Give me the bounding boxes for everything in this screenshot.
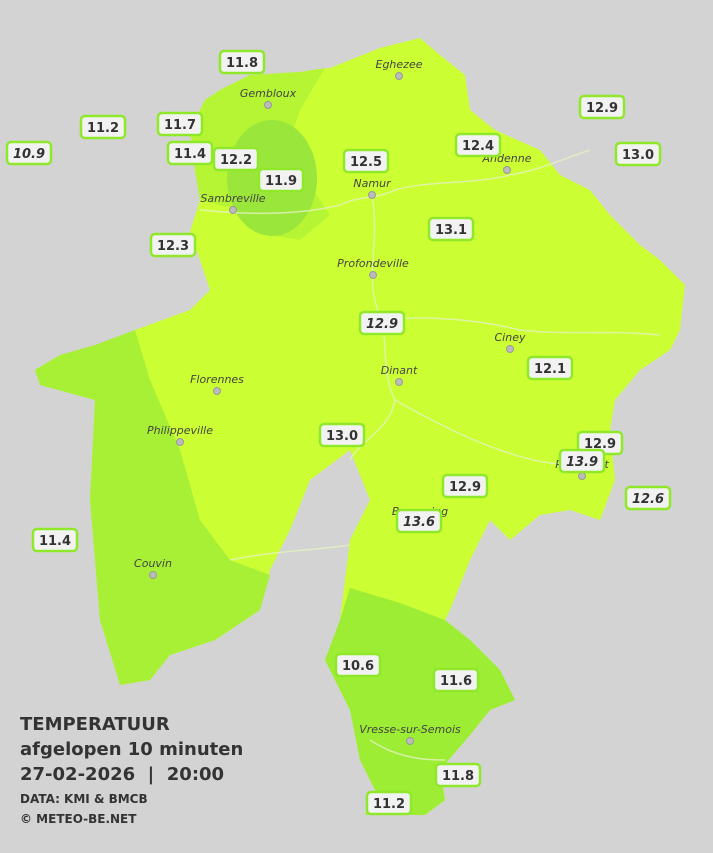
station-value: 12.9: [366, 317, 398, 332]
station-value: 12.9: [586, 101, 618, 116]
station-box: [79, 114, 127, 140]
station-box: [578, 94, 626, 120]
zone-west: [35, 330, 270, 685]
legend-title: TEMPERATUUR: [20, 714, 170, 735]
station-box: [395, 508, 443, 534]
city-label: Profondeville: [337, 257, 409, 270]
station-value: 11.7: [164, 118, 196, 133]
station-box: [5, 140, 53, 166]
station-value: 13.1: [435, 223, 467, 238]
legend-period: afgelopen 10 minuten: [20, 739, 243, 760]
station-value: 11.2: [373, 797, 405, 812]
station-box: [526, 355, 574, 381]
station-box: [318, 422, 366, 448]
station-box: [149, 232, 197, 258]
station-box: [218, 49, 266, 75]
station-box: [31, 527, 79, 553]
station-value: 11.6: [440, 674, 472, 689]
city-label: Namur: [353, 177, 392, 190]
station-value: 12.4: [462, 139, 494, 154]
station-box: [454, 132, 502, 158]
station-value: 13.0: [326, 429, 358, 444]
city-dot: [213, 387, 221, 395]
station-value: 12.9: [584, 437, 616, 452]
legend-source: DATA: KMI & BMCB: [20, 792, 148, 806]
station-value: 11.9: [265, 174, 297, 189]
city-label: Couvin: [134, 557, 172, 570]
city-dot: [176, 438, 184, 446]
station-box: [624, 485, 672, 511]
station-box: [434, 762, 482, 788]
city-dot: [506, 345, 514, 353]
city-label: Sambreville: [200, 192, 265, 205]
station-value: 10.6: [342, 659, 374, 674]
station-value: 13.9: [566, 455, 598, 470]
city-label: Vresse-sur-Semois: [359, 723, 461, 736]
station-value: 11.8: [442, 769, 474, 784]
station-box: [166, 140, 214, 166]
station-value: 10.9: [13, 147, 45, 162]
station-box: [432, 667, 480, 693]
city-dot: [229, 206, 237, 214]
station-value: 13.0: [622, 148, 654, 163]
city-dot: [406, 737, 414, 745]
station-box: [342, 148, 390, 174]
station-value: 11.8: [226, 56, 258, 71]
station-value: 12.5: [350, 155, 382, 170]
station-value: 12.2: [220, 153, 252, 168]
station-value: 13.6: [403, 515, 435, 530]
station-box: [212, 146, 260, 172]
station-box: [441, 473, 489, 499]
city-dot: [369, 271, 377, 279]
station-box: [156, 111, 204, 137]
city-dot: [368, 191, 376, 199]
station-value: 12.6: [632, 492, 664, 507]
station-value: 12.9: [449, 480, 481, 495]
city-dot: [149, 571, 157, 579]
station-value: 11.4: [174, 147, 206, 162]
city-dot: [395, 378, 403, 386]
city-label: Eghezee: [376, 58, 423, 71]
zone-south: [325, 588, 515, 815]
city-label: Ciney: [495, 331, 526, 344]
city-label: Philippeville: [147, 424, 213, 437]
station-value: 12.1: [534, 362, 566, 377]
legend-copyright: © METEO-BE.NET: [20, 812, 137, 826]
station-box: [427, 216, 475, 242]
legend-datetime: 27-02-2026 | 20:00: [20, 764, 224, 785]
station-box: [365, 790, 413, 816]
station-box: [558, 448, 606, 474]
city-label: Gembloux: [240, 87, 297, 100]
city-dot: [264, 101, 272, 109]
station-box: [257, 167, 305, 193]
station-value: 11.2: [87, 121, 119, 136]
city-dot: [503, 166, 511, 174]
station-value: 11.4: [39, 534, 71, 549]
station-box: [614, 141, 662, 167]
city-label: Dinant: [381, 364, 418, 377]
station-value: 12.3: [157, 239, 189, 254]
station-box: [358, 310, 406, 336]
city-label: Florennes: [190, 373, 244, 386]
city-dot: [578, 472, 586, 480]
city-dot: [395, 72, 403, 80]
station-box: [334, 652, 382, 678]
